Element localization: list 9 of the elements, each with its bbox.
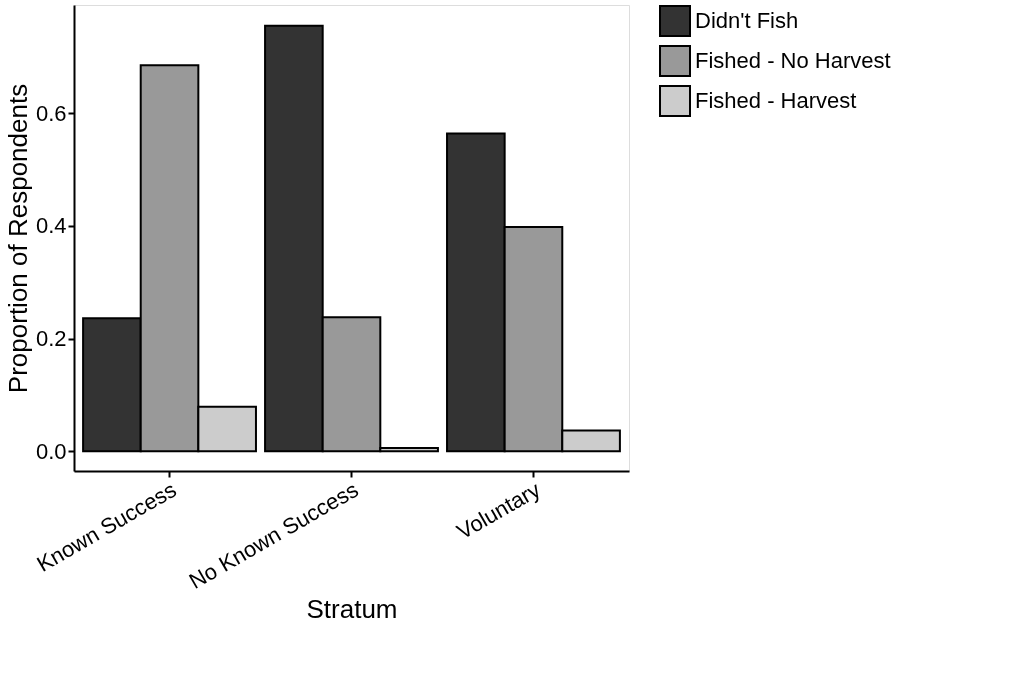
legend-label: Didn't Fish [695,8,799,33]
y-tick-label: 0.0 [35,438,67,464]
legend-label: Fished - Harvest [695,88,857,113]
y-tick-label: 0.2 [35,326,67,352]
y-tick-label: 0.6 [35,100,67,126]
y-axis-title: Proportion of Respondents [2,83,33,394]
x-axis-title: Stratum [306,594,398,625]
y-tick-label: 0.4 [35,213,67,239]
legend-label: Fished - No Harvest [695,48,891,73]
